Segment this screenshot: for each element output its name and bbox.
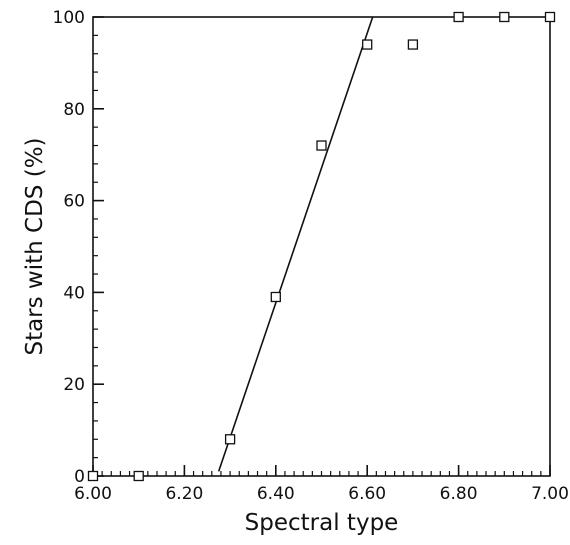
x-axis-title: Spectral type	[245, 510, 399, 536]
data-point	[133, 470, 144, 482]
data-point	[362, 39, 373, 50]
x-tick-label: 7.00	[531, 484, 569, 504]
data-point	[316, 140, 327, 151]
x-tick-label: 6.60	[348, 484, 386, 504]
y-tick-label: 80	[63, 100, 85, 120]
plot-frame	[92, 16, 551, 477]
y-tick-label: 100	[53, 8, 85, 28]
data-point	[499, 11, 510, 23]
x-tick-label: 6.00	[74, 484, 112, 504]
fit-line	[217, 16, 374, 472]
data-point	[270, 291, 281, 303]
data-point	[407, 39, 419, 50]
data-point	[453, 11, 464, 23]
data-point	[87, 470, 99, 482]
x-tick-label: 6.80	[440, 484, 478, 504]
fit-layer	[217, 16, 374, 472]
points-layer	[87, 11, 556, 482]
data-point	[544, 11, 556, 23]
x-tick-label: 6.20	[165, 484, 203, 504]
data-point	[224, 434, 236, 445]
y-axis-title: Stars with CDS (%)	[22, 137, 48, 355]
y-tick-label: 20	[63, 375, 85, 395]
y-tick-label: 0	[74, 467, 85, 487]
x-tick-label: 6.40	[257, 484, 295, 504]
y-tick-label: 60	[63, 192, 85, 212]
y-tick-label: 40	[63, 283, 85, 303]
axes: 6.00 6.20 6.40 6.60 6.80 7.00 0 20 40 60 80 100	[53, 8, 569, 504]
